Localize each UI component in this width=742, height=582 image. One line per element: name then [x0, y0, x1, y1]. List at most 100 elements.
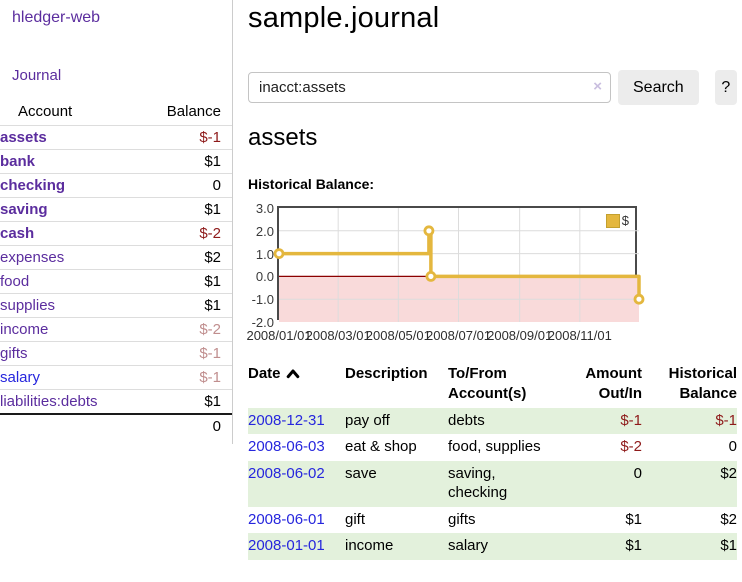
column-header-balance: Historical Balance [668, 365, 737, 402]
x-tick-label: 2008/01/01 [246, 328, 312, 343]
y-tick-label: -2.0 [251, 315, 274, 330]
main-content: sample.journal × Search ? assets Histori… [246, 0, 742, 582]
account-link-expenses[interactable]: expenses [0, 249, 65, 266]
account-balance: $2 [204, 249, 221, 266]
account-row-food: food $1 [0, 269, 232, 294]
account-balance: $1 [204, 393, 221, 410]
transaction-amount: $-1 [620, 411, 642, 429]
page-title: sample.journal [248, 2, 440, 34]
chart-plot-area: $ [273, 206, 645, 322]
account-balance: $-2 [199, 225, 221, 242]
account-row-income: income $-2 [0, 317, 232, 342]
transaction-row: 2008-06-01 gift gifts $1 $2 [248, 507, 737, 534]
account-link-salary[interactable]: salary [0, 369, 41, 386]
account-balance: $-1 [199, 345, 221, 362]
account-row-assets: assets $-1 [0, 125, 232, 150]
account-balance: 0 [212, 177, 221, 194]
date-header-label: Date [248, 365, 281, 382]
historical-balance-chart: 3.0 2.0 1.0 0.0 -1.0 -2.0 $ 2008/01/01 2008/03… [246, 201, 737, 344]
account-link-saving[interactable]: saving [0, 201, 48, 218]
chart-legend: $ [605, 213, 629, 228]
transaction-date-link[interactable]: 2008-12-31 [248, 411, 325, 429]
chart-title: Historical Balance: [248, 176, 375, 192]
sort-ascending-icon [286, 369, 299, 379]
transaction-balance: $2 [720, 465, 737, 483]
x-tick-label: 2008/05/01 [365, 328, 431, 343]
data-point-marker [273, 248, 285, 259]
transaction-row: 2008-01-01 income salary $1 $1 [248, 533, 737, 561]
transaction-description: gift [345, 510, 366, 528]
sidebar: hledger-web Journal Account Balance asse… [0, 0, 233, 444]
account-row-checking: checking 0 [0, 173, 232, 198]
data-point-marker [425, 271, 437, 282]
x-tick-label: 2008/11/01 [547, 328, 612, 343]
accounts-header-balance: Balance [166, 103, 221, 120]
search-bar: × Search ? [248, 70, 737, 105]
transaction-date-link[interactable]: 2008-06-03 [248, 438, 325, 456]
account-link-cash[interactable]: cash [0, 225, 35, 242]
account-row-supplies: supplies $1 [0, 293, 232, 318]
transaction-accounts: gifts [448, 510, 476, 528]
account-link-supplies[interactable]: supplies [0, 297, 56, 314]
account-link-checking[interactable]: checking [0, 177, 66, 194]
legend-label: $ [621, 213, 629, 228]
accounts-total-balance: 0 [212, 418, 221, 435]
transaction-balance: $2 [720, 510, 737, 528]
column-header-description: Description [345, 365, 428, 382]
account-row-cash: cash $-2 [0, 221, 232, 246]
account-row-liabilities-debts: liabilities:debts $1 [0, 389, 232, 415]
x-tick-label: 2008/09/01 [487, 328, 553, 343]
register-header-row: Date Description To/From Account(s) Amou… [248, 362, 737, 408]
transaction-amount: $-2 [620, 438, 642, 456]
account-row-gifts: gifts $-1 [0, 341, 232, 366]
accounts-total-row: 0 [0, 414, 232, 438]
sidebar-item-journal[interactable]: Journal [12, 67, 62, 84]
account-link-assets[interactable]: assets [0, 129, 47, 146]
x-tick-label: 2008/07/01 [425, 328, 492, 343]
y-tick-label: 1.0 [255, 246, 274, 262]
column-header-date[interactable]: Date [248, 362, 345, 408]
chart-canvas [273, 208, 645, 322]
legend-swatch-icon [605, 213, 620, 228]
account-heading: assets [248, 124, 318, 151]
transaction-date-link[interactable]: 2008-06-02 [248, 465, 325, 483]
transaction-date-link[interactable]: 2008-06-01 [248, 510, 325, 528]
y-tick-label: 0.0 [255, 269, 274, 285]
clear-search-icon[interactable]: × [593, 78, 602, 95]
y-tick-label: 3.0 [255, 201, 274, 216]
account-link-food[interactable]: food [0, 273, 30, 290]
transaction-description: save [345, 465, 377, 483]
accounts-header-row: Account Balance [0, 99, 232, 126]
account-row-expenses: expenses $2 [0, 245, 232, 270]
accounts-table: Account Balance assets $-1 bank $1 check… [0, 99, 232, 438]
transaction-balance: $-1 [715, 411, 737, 429]
accounts-header-account: Account [18, 103, 73, 120]
search-button[interactable]: Search [618, 70, 699, 105]
transaction-amount: $1 [625, 510, 642, 528]
transaction-amount: $1 [625, 537, 642, 555]
transaction-balance: 0 [728, 438, 737, 456]
data-point-marker [423, 225, 435, 237]
account-link-liabilities-debts[interactable]: liabilities:debts [0, 393, 98, 410]
account-link-gifts[interactable]: gifts [0, 345, 28, 362]
data-point-marker [633, 293, 645, 305]
transaction-row: 2008-06-03 eat & shop food, supplies $-2… [248, 434, 737, 461]
y-tick-label: 2.0 [255, 223, 274, 239]
account-balance: $-2 [199, 321, 221, 338]
account-balance: $1 [204, 273, 221, 290]
account-link-income[interactable]: income [0, 321, 49, 338]
help-button[interactable]: ? [714, 70, 737, 105]
search-input[interactable] [248, 72, 611, 103]
account-balance: $1 [204, 153, 221, 170]
account-balance: $-1 [199, 369, 221, 386]
transaction-date-link[interactable]: 2008-01-01 [248, 537, 325, 555]
transaction-row: 2008-06-02 save saving, checking 0 $2 [248, 461, 737, 507]
brand-link[interactable]: hledger-web [12, 9, 101, 26]
transaction-accounts: salary [448, 537, 489, 555]
account-balance: $1 [204, 297, 221, 314]
transaction-balance: $1 [720, 537, 737, 555]
account-row-bank: bank $1 [0, 149, 232, 174]
transaction-accounts: debts [448, 411, 485, 429]
account-link-bank[interactable]: bank [0, 153, 36, 170]
